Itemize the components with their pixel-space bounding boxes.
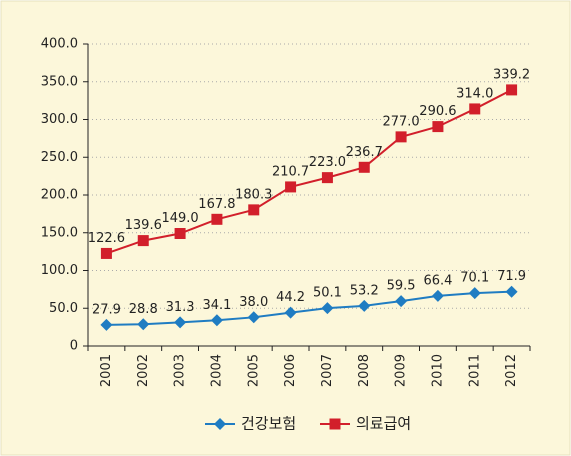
data-label: 59.5: [387, 279, 416, 294]
marker: [505, 285, 518, 298]
y-tick-label: 250.0: [41, 150, 78, 165]
y-tick-label: 350.0: [41, 74, 78, 89]
marker: [214, 418, 226, 430]
marker: [358, 299, 371, 312]
x-tick-label: 2009: [394, 354, 409, 387]
marker: [329, 418, 341, 430]
marker: [174, 228, 186, 240]
x-tick-label: 2004: [209, 354, 224, 387]
data-label: 210.7: [272, 164, 309, 179]
data-label: 290.6: [419, 104, 456, 119]
legend-label: 건강보험: [241, 415, 296, 433]
marker: [137, 235, 149, 247]
data-label: 70.1: [460, 271, 489, 286]
data-label: 180.3: [235, 187, 272, 202]
data-label: 236.7: [346, 145, 383, 160]
x-tick-label: 2008: [357, 354, 372, 387]
marker: [431, 289, 444, 302]
data-label: 34.1: [202, 298, 231, 313]
x-tick-label: 2012: [504, 354, 519, 387]
data-label: 66.4: [423, 273, 452, 288]
data-label: 27.9: [92, 302, 121, 317]
data-label: 122.6: [88, 231, 125, 246]
marker: [248, 204, 260, 216]
marker: [395, 131, 407, 143]
x-tick-label: 2010: [430, 354, 445, 387]
x-tick-label: 2003: [173, 354, 188, 387]
marker: [210, 314, 223, 327]
data-label: 44.2: [276, 290, 305, 305]
data-label: 149.0: [161, 211, 198, 226]
marker: [284, 306, 297, 319]
marker: [100, 318, 113, 331]
legend-label: 의료급여: [356, 415, 411, 433]
marker: [100, 247, 112, 259]
x-tick-label: 2006: [283, 354, 298, 387]
data-label: 167.8: [198, 197, 235, 212]
x-tick-label: 2001: [99, 354, 114, 387]
data-label: 314.0: [456, 86, 493, 101]
y-tick-label: 300.0: [41, 112, 78, 127]
series-line: [106, 89, 513, 255]
marker: [285, 181, 297, 193]
marker: [506, 84, 518, 96]
marker: [211, 213, 223, 225]
marker: [468, 287, 481, 300]
data-label: 38.0: [239, 295, 268, 310]
x-tick-label: 2005: [246, 354, 261, 387]
marker: [469, 103, 481, 115]
y-tick-label: 150.0: [41, 225, 78, 240]
x-tick-label: 2011: [467, 354, 482, 387]
data-label: 28.8: [129, 302, 158, 317]
data-label: 223.0: [309, 155, 346, 170]
y-tick-label: 50.0: [49, 301, 78, 316]
marker: [137, 318, 150, 331]
y-tick-label: 400.0: [41, 37, 78, 52]
marker: [174, 316, 187, 329]
data-label: 53.2: [350, 283, 379, 298]
data-label: 50.1: [313, 286, 342, 301]
y-tick-label: 100.0: [41, 263, 78, 278]
y-tick-label: 0: [70, 339, 78, 354]
marker: [395, 295, 408, 308]
x-tick-label: 2002: [136, 354, 151, 387]
y-tick-label: 200.0: [41, 188, 78, 203]
data-label: 71.9: [497, 269, 526, 284]
data-label: 139.6: [125, 218, 162, 233]
x-tick-label: 2007: [320, 354, 335, 387]
marker: [321, 302, 334, 315]
data-label: 277.0: [382, 114, 419, 129]
marker: [358, 161, 370, 173]
marker: [247, 311, 260, 324]
marker: [432, 121, 444, 133]
series-line: [106, 290, 512, 326]
data-label: 339.2: [493, 67, 530, 82]
data-label: 31.3: [166, 300, 195, 315]
marker: [321, 172, 333, 184]
